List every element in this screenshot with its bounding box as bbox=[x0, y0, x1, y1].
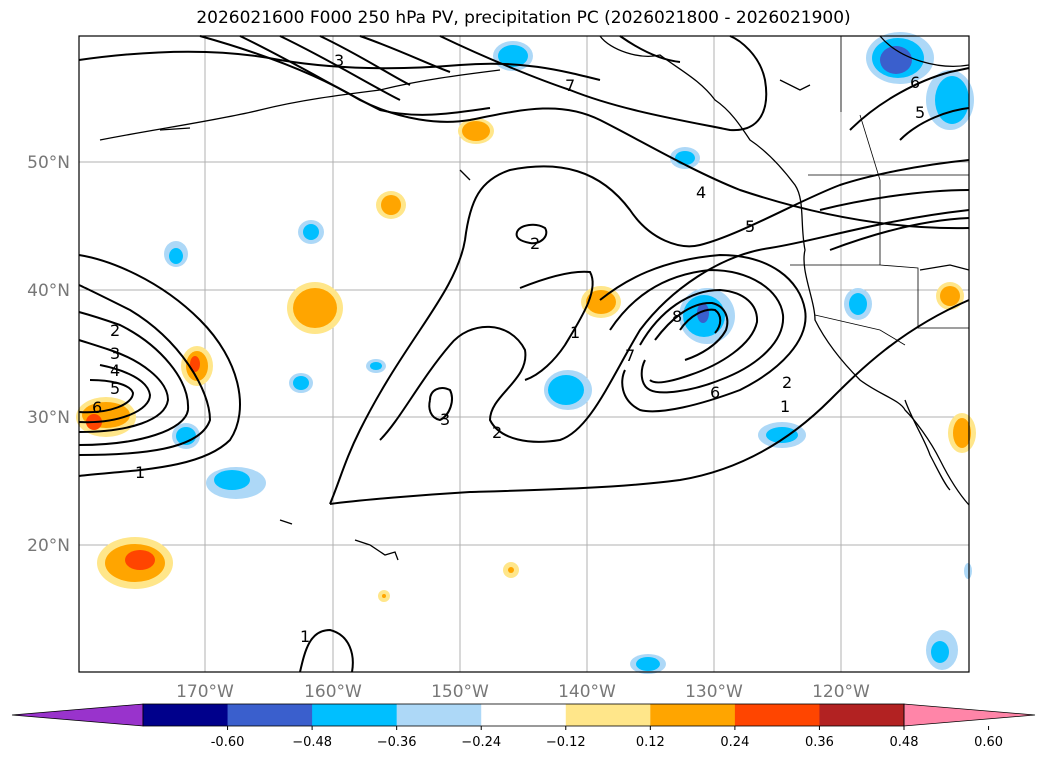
longitude-labels: 170°W 160°W 150°W 140°W 130°W 120°W bbox=[176, 682, 870, 702]
lon-label: 170°W bbox=[176, 682, 234, 702]
contour-labels: 1 2 3 4 5 6 7 8 2 3 1 2 1 2 6 7 5 4 3 6 … bbox=[92, 51, 925, 646]
latitude-labels: 50°N 40°N 30°N 20°N bbox=[27, 153, 70, 556]
contour-label: 7 bbox=[625, 346, 635, 365]
colorbar-tick-label: −0.48 bbox=[292, 735, 332, 750]
colorbar-segment bbox=[565, 704, 651, 726]
contour-label: 2 bbox=[530, 234, 540, 253]
lat-label: 40°N bbox=[27, 281, 70, 301]
gridlines bbox=[79, 36, 969, 672]
contour-label: 1 bbox=[570, 323, 580, 342]
contour-label: 2 bbox=[492, 423, 502, 442]
colorbar-tick-label: 0.12 bbox=[636, 735, 665, 750]
lat-label: 50°N bbox=[27, 153, 70, 173]
colorbar-tick-label: 0.48 bbox=[890, 735, 919, 750]
precip-positive-1 bbox=[97, 537, 173, 589]
lon-label: 130°W bbox=[685, 682, 743, 702]
colorbar-segment bbox=[312, 704, 398, 726]
contour-label: 2 bbox=[782, 373, 792, 392]
contour-label: 8 bbox=[672, 307, 682, 326]
colorbar: -0.60 −0.48 −0.36 −0.24 −0.12 0.12 0.24 0.36 0.4… bbox=[11, 703, 1036, 750]
coastlines bbox=[99, 35, 970, 561]
map-background bbox=[79, 36, 969, 672]
contour-label: 5 bbox=[745, 217, 755, 236]
contour-label: 7 bbox=[565, 76, 575, 95]
colorbar-tick-label: −0.36 bbox=[377, 735, 417, 750]
contour-label: 1 bbox=[135, 463, 145, 482]
colorbar-segment bbox=[227, 704, 313, 726]
precip-positive-4 bbox=[287, 282, 343, 334]
colorbar-frame bbox=[142, 703, 905, 727]
contour-label: 4 bbox=[696, 183, 706, 202]
figure-title: 2026021600 F000 250 hPa PV, precipitatio… bbox=[196, 8, 851, 28]
contour-label: 3 bbox=[440, 410, 450, 429]
lat-label: 20°N bbox=[27, 536, 70, 556]
precip-positive-6 bbox=[458, 118, 494, 144]
colorbar-extend-high bbox=[903, 703, 1036, 727]
colorbar-segment bbox=[396, 704, 482, 726]
colorbar-segment bbox=[819, 704, 905, 726]
precip-negative-6 bbox=[206, 467, 266, 499]
colorbar-segment bbox=[650, 704, 736, 726]
precip-positive-7 bbox=[581, 286, 621, 318]
contour-label: 1 bbox=[300, 627, 310, 646]
lat-label: 30°N bbox=[27, 408, 70, 428]
precip-positive-5 bbox=[376, 191, 406, 219]
colorbar-tick-label: 0.60 bbox=[974, 735, 1003, 750]
contour-label: 2 bbox=[110, 321, 120, 340]
contour-label: 5 bbox=[110, 379, 120, 398]
pv-contours bbox=[78, 35, 970, 673]
lon-label: 160°W bbox=[304, 682, 362, 702]
lon-label: 150°W bbox=[431, 682, 489, 702]
precip-negative-3 bbox=[926, 70, 974, 130]
contour-label: 6 bbox=[710, 383, 720, 402]
precip-positive-8 bbox=[936, 282, 964, 310]
contour-label: 6 bbox=[92, 398, 102, 417]
colorbar-tick-label: −0.12 bbox=[546, 735, 586, 750]
precip-positive-3 bbox=[181, 346, 213, 386]
precip-negative-4 bbox=[544, 370, 592, 410]
colorbar-tick-label: 0.24 bbox=[720, 735, 749, 750]
precip-positive-9 bbox=[948, 413, 976, 453]
precip-negative-2 bbox=[866, 32, 934, 84]
contour-label: 4 bbox=[110, 361, 120, 380]
colorbar-tick-label: -0.60 bbox=[211, 735, 245, 750]
colorbar-tick-label: −0.24 bbox=[461, 735, 501, 750]
contour-label: 3 bbox=[334, 51, 344, 70]
contour-label: 3 bbox=[110, 344, 120, 363]
colorbar-extend-low bbox=[11, 703, 144, 727]
contour-label: 6 bbox=[910, 73, 920, 92]
lon-label: 140°W bbox=[558, 682, 616, 702]
contour-label: 5 bbox=[915, 103, 925, 122]
colorbar-segment bbox=[143, 704, 229, 726]
lon-label: 120°W bbox=[812, 682, 870, 702]
map-frame bbox=[78, 35, 970, 673]
colorbar-segment bbox=[734, 704, 820, 726]
colorbar-segment bbox=[481, 704, 567, 726]
contour-label: 1 bbox=[780, 397, 790, 416]
political-borders bbox=[790, 36, 969, 346]
colorbar-tick-label: 0.36 bbox=[805, 735, 834, 750]
